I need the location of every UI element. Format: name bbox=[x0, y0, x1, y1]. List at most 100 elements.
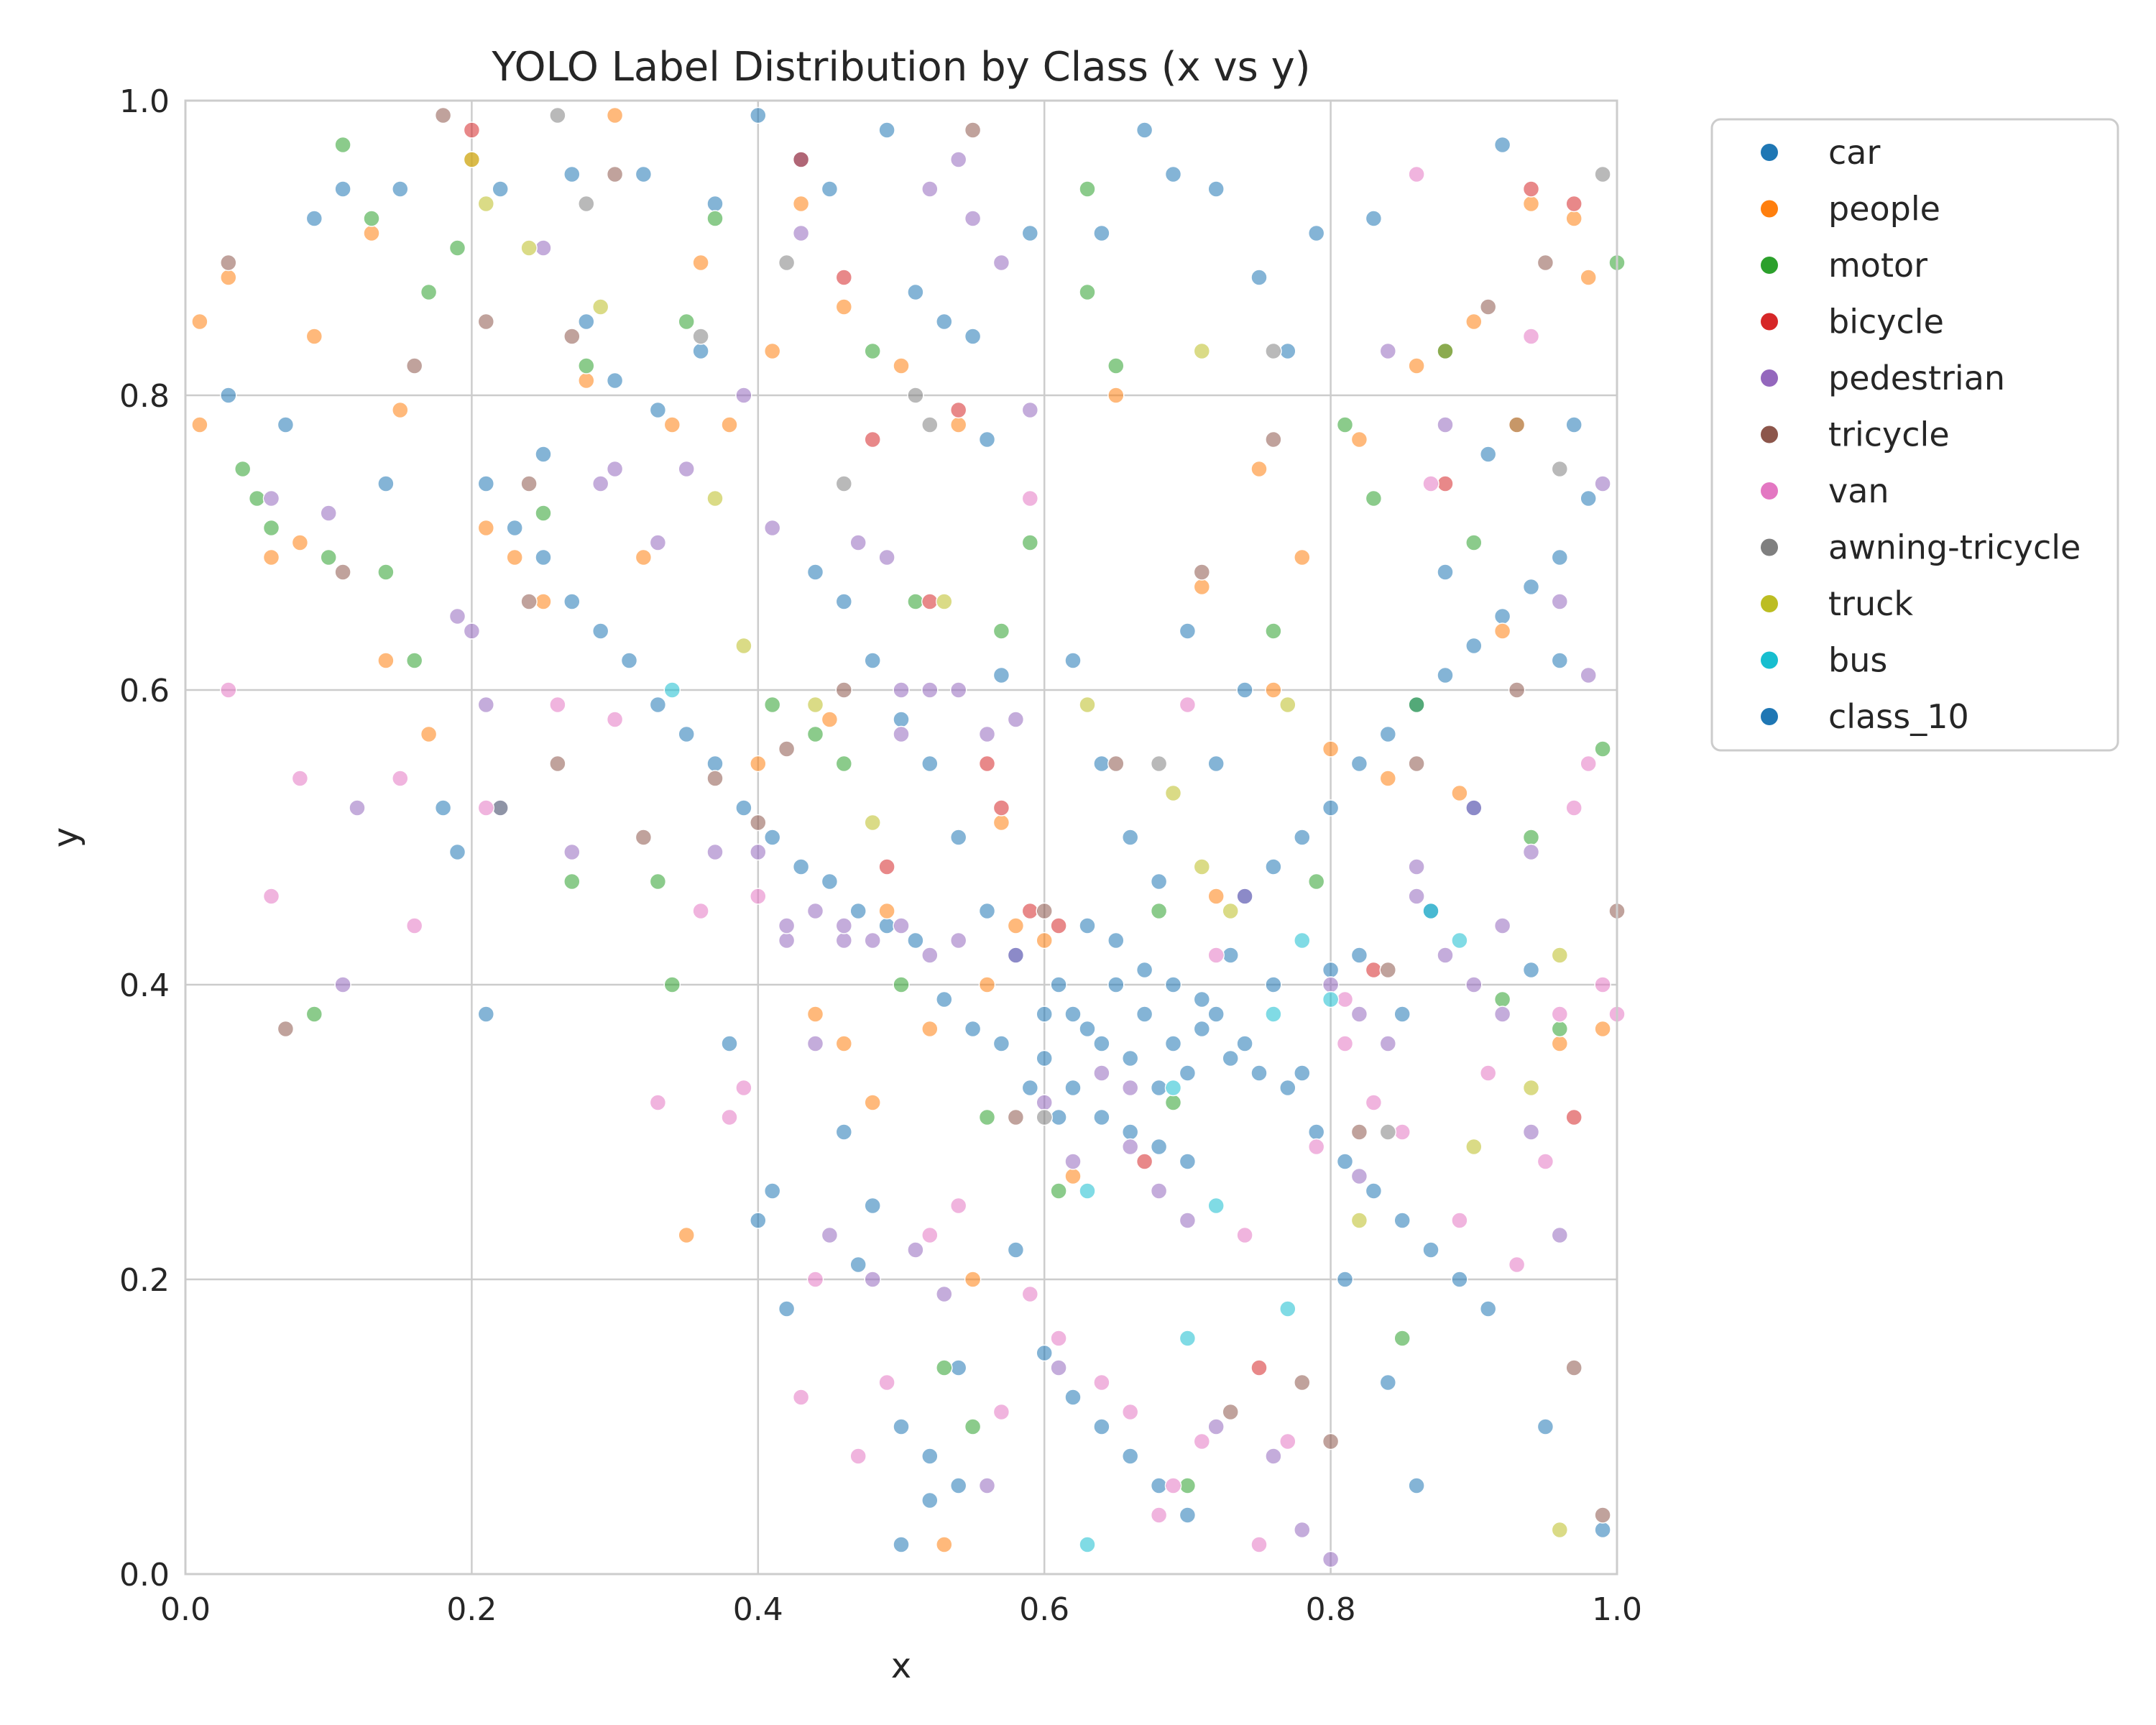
data-point bbox=[1107, 387, 1125, 404]
data-point bbox=[448, 607, 466, 625]
data-point bbox=[964, 328, 982, 345]
data-point bbox=[763, 519, 781, 537]
data-point bbox=[1365, 1182, 1383, 1200]
data-point bbox=[1135, 961, 1153, 979]
data-point bbox=[220, 681, 237, 699]
data-point bbox=[1551, 1226, 1569, 1244]
data-point bbox=[1479, 1300, 1497, 1317]
data-point bbox=[1294, 1374, 1311, 1392]
data-point bbox=[1265, 431, 1282, 448]
data-point bbox=[806, 696, 824, 714]
data-point bbox=[735, 799, 752, 816]
data-point bbox=[1336, 416, 1354, 433]
data-point bbox=[1522, 328, 1540, 345]
data-point bbox=[1393, 1123, 1411, 1141]
data-point bbox=[1207, 947, 1225, 964]
data-point bbox=[1365, 489, 1383, 507]
data-point bbox=[1265, 1448, 1282, 1465]
data-point bbox=[1050, 1182, 1067, 1200]
data-point bbox=[377, 652, 395, 669]
legend-marker bbox=[1761, 257, 1778, 274]
data-point bbox=[721, 1035, 738, 1052]
data-point bbox=[1307, 873, 1325, 891]
data-point bbox=[262, 548, 280, 566]
data-point bbox=[992, 1035, 1010, 1052]
data-point bbox=[434, 106, 452, 124]
data-point bbox=[1121, 1079, 1139, 1097]
data-point bbox=[1537, 254, 1554, 272]
data-point bbox=[949, 829, 967, 846]
data-point bbox=[1465, 637, 1483, 655]
data-point bbox=[1479, 446, 1497, 463]
data-point bbox=[1107, 755, 1125, 773]
data-point bbox=[1322, 740, 1340, 758]
legend-label: pedestrian bbox=[1828, 359, 2005, 397]
data-point bbox=[405, 357, 423, 374]
data-point bbox=[1265, 622, 1282, 640]
data-point bbox=[1594, 475, 1611, 492]
data-point bbox=[1279, 696, 1296, 714]
data-point bbox=[921, 1448, 939, 1465]
series-van bbox=[220, 165, 1626, 1553]
data-point bbox=[305, 1006, 323, 1023]
data-point bbox=[763, 696, 781, 714]
data-point bbox=[1537, 1153, 1554, 1170]
data-point bbox=[778, 932, 796, 949]
data-point bbox=[1107, 976, 1125, 993]
data-point bbox=[1236, 888, 1253, 905]
data-point bbox=[1036, 1006, 1053, 1023]
data-point bbox=[678, 313, 695, 331]
data-point bbox=[1465, 534, 1483, 551]
data-point bbox=[964, 210, 982, 227]
data-point bbox=[1164, 1035, 1182, 1052]
data-point bbox=[1379, 961, 1397, 979]
data-point bbox=[1522, 180, 1540, 198]
data-point bbox=[1064, 1006, 1082, 1023]
data-point bbox=[1365, 961, 1383, 979]
data-point bbox=[778, 917, 796, 934]
data-point bbox=[1365, 210, 1383, 227]
data-point bbox=[1422, 475, 1439, 492]
data-point bbox=[1551, 1035, 1569, 1052]
data-point bbox=[1250, 460, 1268, 478]
data-point bbox=[893, 681, 910, 699]
data-point bbox=[1193, 990, 1211, 1008]
data-point bbox=[1336, 1035, 1354, 1052]
y-tick-labels: 0.0 0.2 0.4 0.6 0.8 1.0 bbox=[119, 83, 170, 1593]
data-point bbox=[1565, 416, 1583, 433]
legend-marker bbox=[1761, 595, 1778, 612]
data-point bbox=[1007, 947, 1025, 964]
data-point bbox=[1107, 357, 1125, 374]
data-point bbox=[477, 696, 495, 714]
series-tricycle bbox=[220, 106, 1626, 1524]
legend-label: class_10 bbox=[1828, 697, 1969, 736]
data-point bbox=[1064, 1079, 1082, 1097]
series-awning-tricycle bbox=[549, 106, 1611, 1141]
data-point bbox=[262, 888, 280, 905]
data-point bbox=[763, 342, 781, 360]
series-bicycle bbox=[463, 121, 1583, 1376]
legend-box bbox=[1710, 118, 2119, 752]
data-point bbox=[649, 696, 667, 714]
data-point bbox=[563, 593, 581, 610]
data-point bbox=[893, 976, 910, 993]
data-point bbox=[835, 593, 853, 610]
data-point bbox=[1522, 1079, 1540, 1097]
x-tick-label: 0.8 bbox=[1306, 1591, 1356, 1628]
data-point bbox=[1294, 829, 1311, 846]
data-point bbox=[921, 1491, 939, 1509]
data-point bbox=[463, 622, 481, 640]
data-point bbox=[1036, 1344, 1053, 1362]
data-point bbox=[1350, 947, 1368, 964]
data-point bbox=[535, 239, 552, 257]
data-point bbox=[1565, 210, 1583, 227]
data-point bbox=[1107, 932, 1125, 949]
data-point bbox=[864, 431, 881, 448]
data-point bbox=[921, 947, 939, 964]
data-point bbox=[821, 1226, 839, 1244]
data-point bbox=[220, 254, 237, 272]
data-point bbox=[992, 1403, 1010, 1421]
data-point bbox=[1179, 1212, 1197, 1229]
legend-marker bbox=[1761, 426, 1778, 443]
data-point bbox=[392, 770, 409, 787]
